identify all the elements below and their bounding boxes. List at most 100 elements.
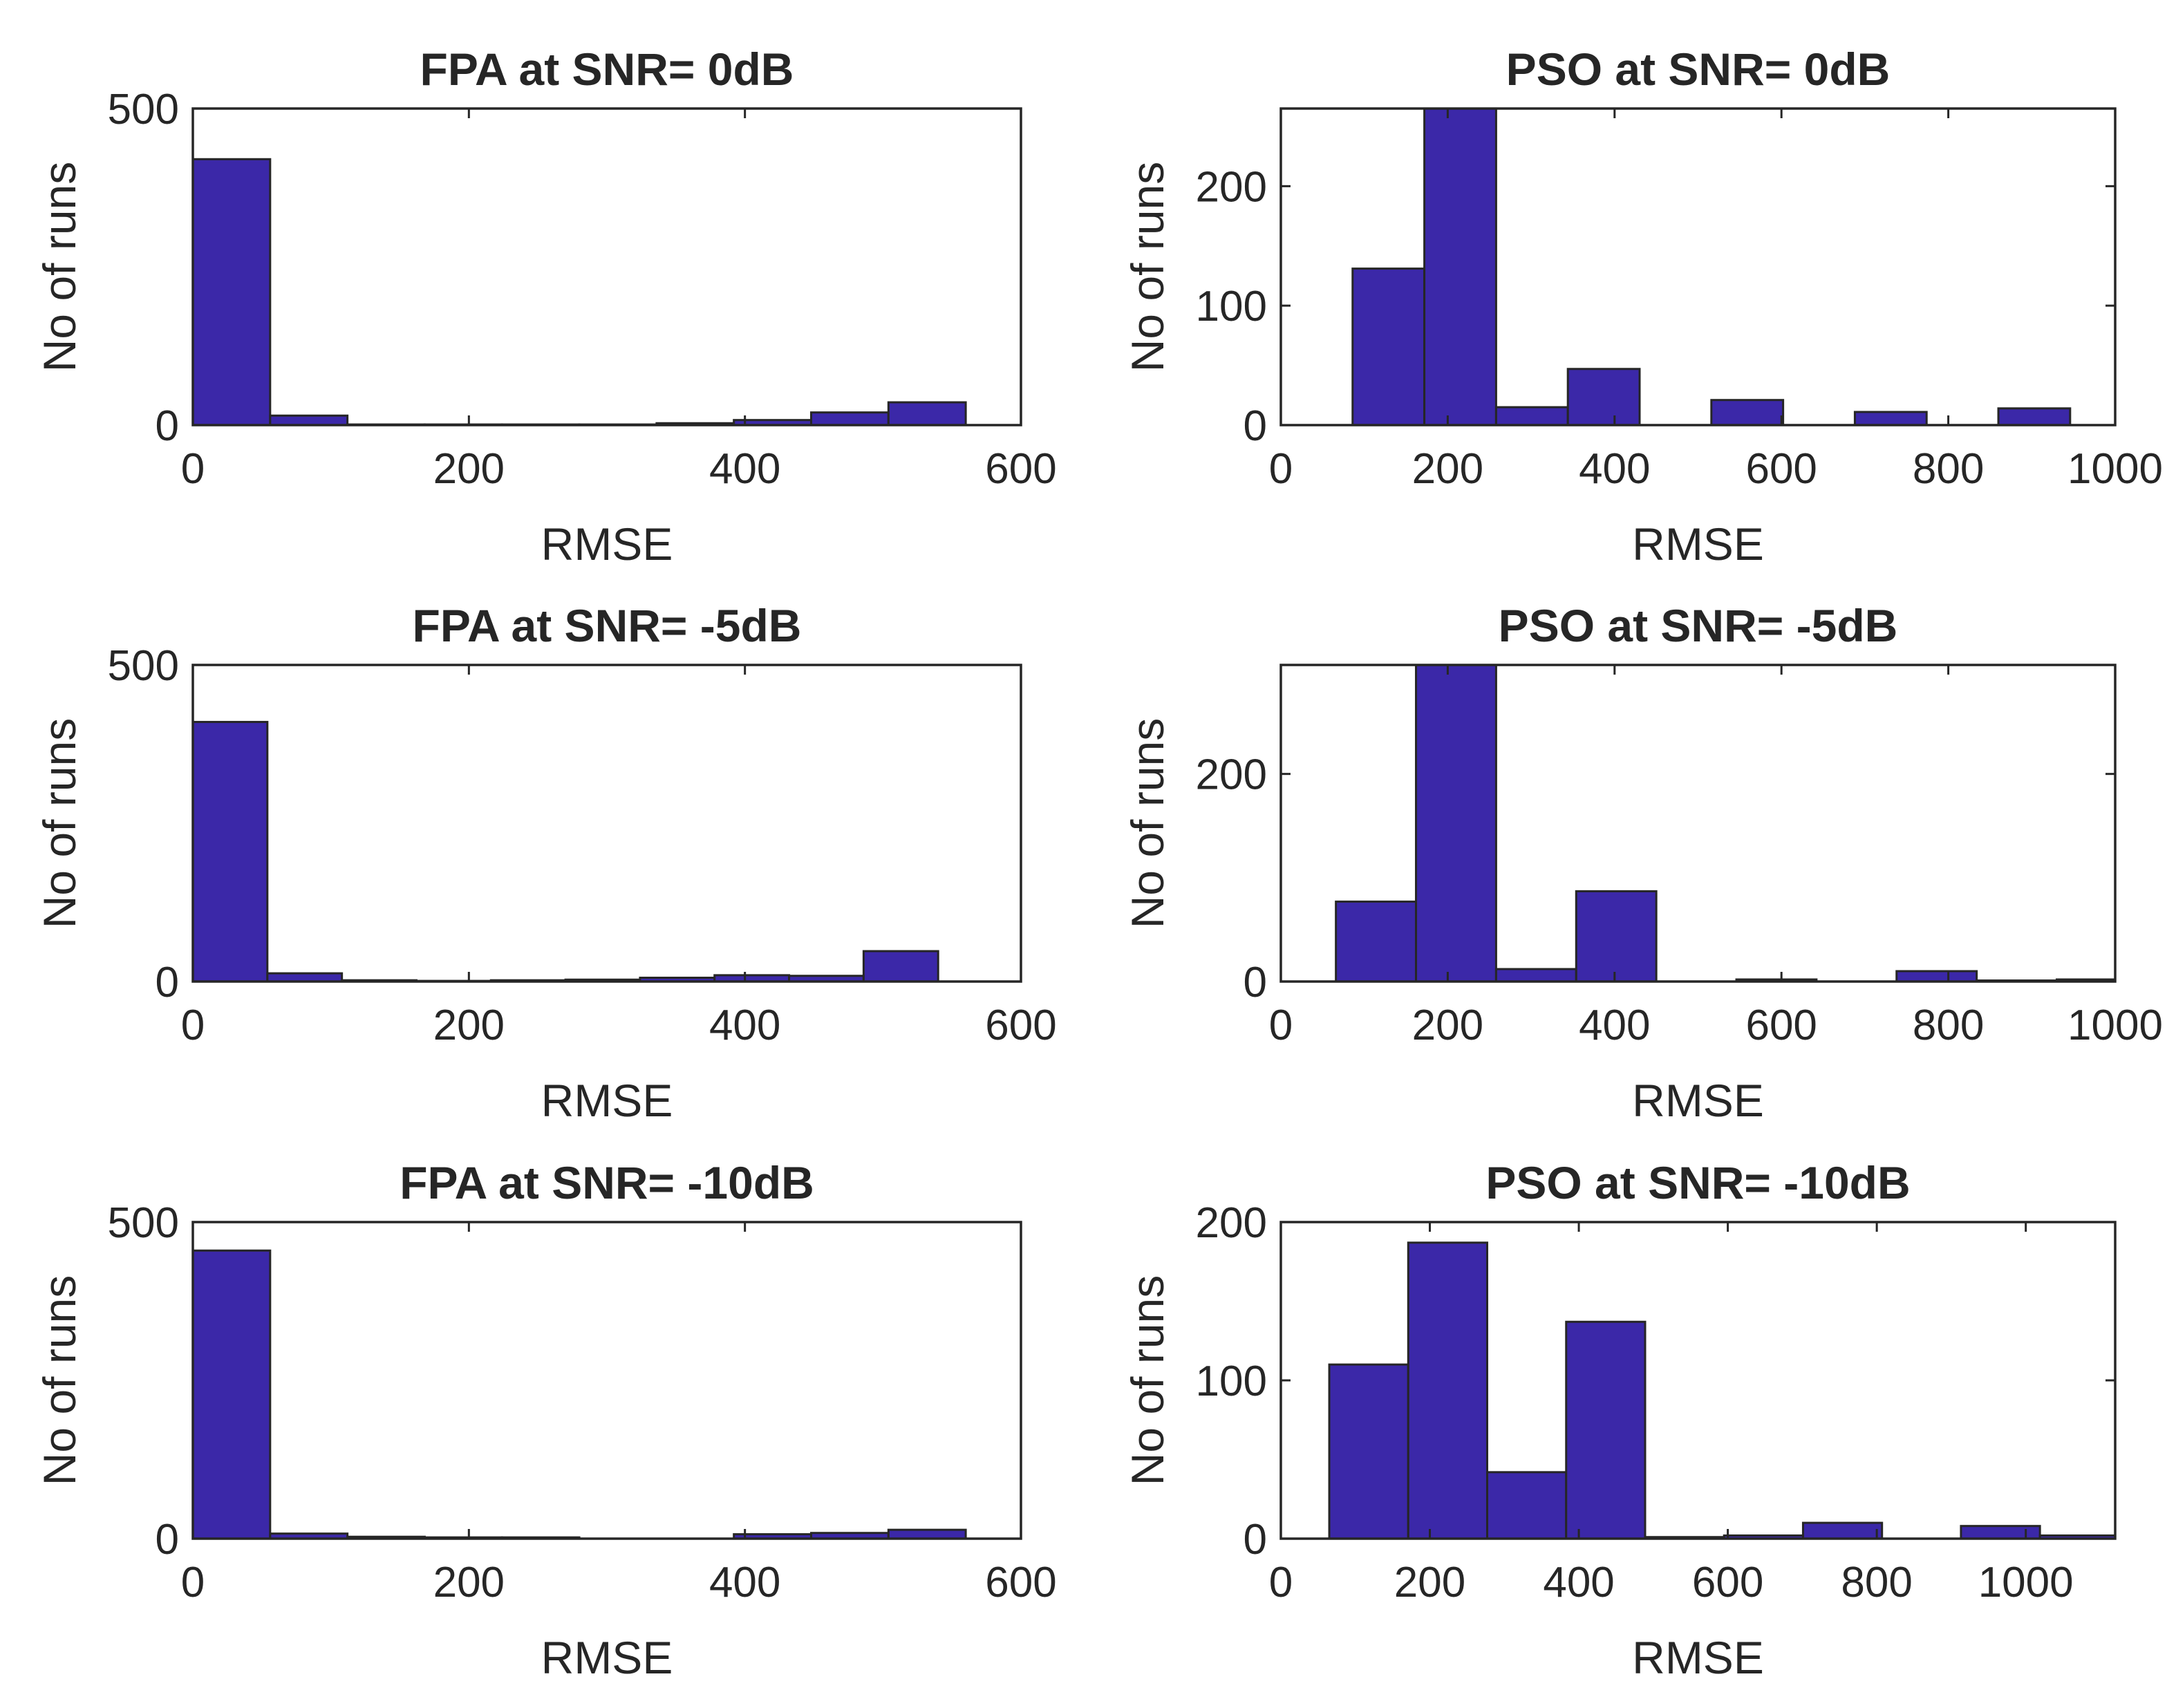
x-tick-label: 200 [1394, 1559, 1465, 1606]
histogram-bar [1710, 399, 1785, 426]
axes-box [1279, 664, 2117, 983]
histogram-bar [1335, 900, 1418, 983]
y-tick-label: 0 [1244, 1516, 1267, 1564]
x-tick-label: 0 [1269, 445, 1293, 493]
chart-title: FPA at SNR= -10dB [400, 1157, 814, 1208]
x-tick-label: 400 [1543, 1559, 1614, 1606]
x-tick-label: 600 [985, 1002, 1056, 1049]
x-tick-label: 200 [433, 1002, 505, 1049]
histogram-bar [269, 414, 349, 426]
x-tick-label: 400 [1579, 445, 1650, 493]
x-tick-label: 400 [709, 1559, 780, 1606]
x-axis-label: RMSE [1632, 518, 1764, 570]
histogram-bar [1415, 664, 1497, 983]
histogram-bar [862, 950, 939, 983]
y-tick-label: 0 [1244, 959, 1267, 1006]
x-tick-label: 600 [985, 445, 1056, 493]
x-tick-label: 1000 [2067, 445, 2163, 493]
histogram-bar [810, 411, 890, 426]
histogram-bar [266, 972, 344, 983]
y-tick-label: 200 [1196, 751, 1267, 799]
x-tick-label: 0 [181, 1559, 205, 1606]
x-tick-label: 200 [433, 445, 505, 493]
y-tick-label: 0 [156, 402, 179, 450]
histogram-panel: 0 200 400 600 800 1000 0 100 200 PSO at SNR= 0dB R… [1122, 44, 2163, 570]
x-tick-label: 800 [1841, 1559, 1912, 1606]
y-tick-label: 0 [1244, 402, 1267, 450]
axes-box [1279, 107, 2117, 426]
histogram-bar [191, 1249, 272, 1540]
y-axis-label: No of runs [1122, 162, 1173, 372]
histogram-bar [1351, 268, 1426, 426]
histogram-panel: 0 200 400 600 0 500 FPA at SNR= 0dB RMSE No of r… [34, 44, 1057, 570]
plot-area [193, 1222, 1021, 1539]
histogram-bar [1801, 1521, 1884, 1540]
histogram-bar [1423, 107, 1497, 426]
chart-title: FPA at SNR= -5dB [413, 600, 802, 651]
y-tick-label: 500 [108, 642, 179, 690]
x-tick-label: 1000 [2067, 1002, 2163, 1049]
x-tick-label: 600 [985, 1559, 1056, 1606]
histogram-bar [1853, 411, 1928, 426]
histogram-panel: 0 200 400 600 800 1000 0 200 PSO at SNR= -5dB RMS… [1122, 600, 2163, 1126]
axes-box [191, 1221, 1022, 1540]
y-tick-label: 0 [156, 959, 179, 1006]
y-tick-label: 200 [1196, 163, 1267, 211]
histogram-bar [1494, 406, 1569, 426]
y-tick-label: 200 [1196, 1199, 1267, 1247]
x-tick-label: 600 [1745, 445, 1817, 493]
histogram-bar [191, 720, 269, 983]
x-axis-label: RMSE [1632, 1075, 1764, 1126]
chart-title: PSO at SNR= 0dB [1506, 44, 1891, 95]
x-tick-label: 800 [1913, 445, 1984, 493]
y-tick-label: 100 [1196, 1358, 1267, 1405]
histogram-bar [1997, 407, 2072, 426]
y-tick-label: 0 [156, 1516, 179, 1564]
plot-area [193, 109, 1021, 425]
x-tick-label: 800 [1913, 1002, 1984, 1049]
histogram-bar [1565, 1320, 1647, 1540]
x-axis-label: RMSE [541, 1075, 673, 1126]
histogram-bar [887, 401, 967, 426]
y-axis-label: No of runs [1122, 1275, 1173, 1485]
x-tick-label: 200 [1412, 445, 1483, 493]
axes-box [191, 107, 1022, 426]
chart-title: PSO at SNR= -10dB [1485, 1157, 1910, 1208]
y-axis-label: No of runs [1122, 718, 1173, 928]
x-tick-label: 600 [1692, 1559, 1763, 1606]
histogram-panel: 0 200 400 600 800 1000 0 100 200 PSO at SNR= -10d… [1122, 1157, 2117, 1683]
y-tick-label: 100 [1196, 283, 1267, 330]
x-tick-label: 200 [433, 1559, 505, 1606]
histogram-bar [1566, 368, 1641, 426]
histogram-bar [1486, 1471, 1568, 1540]
x-tick-label: 0 [1269, 1559, 1293, 1606]
x-tick-label: 400 [1579, 1002, 1650, 1049]
x-tick-label: 200 [1412, 1002, 1483, 1049]
histogram-panel: 0 200 400 600 0 500 FPA at SNR= -5dB RMSE No of … [34, 600, 1057, 1126]
histogram-bar [887, 1528, 967, 1540]
x-axis-label: RMSE [541, 1632, 673, 1683]
x-tick-label: 1000 [1978, 1559, 2074, 1606]
x-tick-label: 400 [709, 1002, 780, 1049]
y-tick-label: 500 [108, 86, 179, 133]
x-tick-label: 0 [181, 1002, 205, 1049]
histogram-bar [191, 158, 272, 426]
y-tick-label: 500 [108, 1199, 179, 1247]
plot-area [193, 665, 1021, 982]
chart-title: PSO at SNR= -5dB [1499, 600, 1898, 651]
chart-title: FPA at SNR= 0dB [420, 44, 794, 95]
x-axis-label: RMSE [1632, 1632, 1764, 1683]
histogram-bar [1895, 970, 1978, 983]
x-axis-label: RMSE [541, 518, 673, 570]
histogram-bar [1494, 968, 1577, 983]
histogram-panel: 0 200 400 600 0 500 FPA at SNR= -10dB RMSE No of… [34, 1157, 1057, 1683]
histogram-bar [1407, 1241, 1489, 1540]
x-tick-label: 0 [181, 445, 205, 493]
y-axis-label: No of runs [34, 1275, 85, 1485]
histogram-bar [1960, 1525, 2041, 1540]
y-axis-label: No of runs [34, 718, 85, 928]
x-tick-label: 400 [709, 445, 780, 493]
histogram-bar [1328, 1363, 1409, 1540]
y-axis-label: No of runs [34, 162, 85, 372]
